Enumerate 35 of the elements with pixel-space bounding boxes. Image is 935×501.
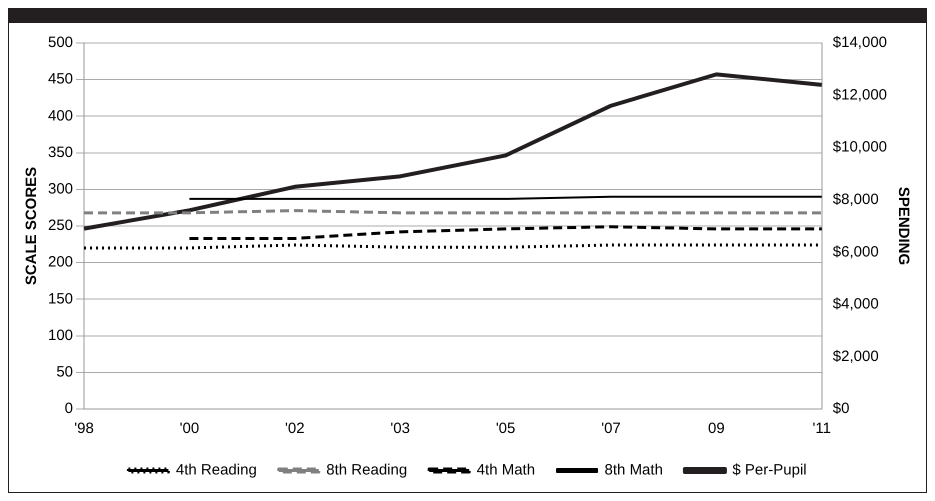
x-tick-label: '11 <box>812 420 831 438</box>
legend-label: $ Per-Pupil <box>732 462 807 479</box>
y-tick-label: 150 <box>48 290 74 308</box>
legend-label: 8th Reading <box>326 462 408 479</box>
y-tick-label: 500 <box>48 34 74 52</box>
x-tick-label: '98 <box>74 420 94 438</box>
x-tick-label: 09 <box>708 420 725 438</box>
y2-axis-title: SPENDING <box>894 186 912 266</box>
legend-label: 4th Math <box>476 462 536 479</box>
y-tick-label: 400 <box>48 107 74 124</box>
line-series <box>188 225 824 240</box>
y-tick-label: 300 <box>48 180 74 198</box>
legend-label: 4th Reading <box>176 462 257 479</box>
y-tick-label: 100 <box>48 326 74 344</box>
y-tick-label: 450 <box>48 70 74 88</box>
legend-label: 8th Math <box>604 462 663 479</box>
y2-tick-label: $6,000 <box>832 243 879 260</box>
y-tick-label: 200 <box>48 254 74 271</box>
y2-tick-label: $10,000 <box>832 138 888 156</box>
y2-tick-label: $14,000 <box>832 34 888 52</box>
y-axis-title: SCALE SCORES <box>23 166 40 286</box>
y2-tick-label: $0 <box>832 400 850 418</box>
x-tick-label: '07 <box>601 420 621 438</box>
y-tick-label: 50 <box>56 364 74 381</box>
x-tick-label: '05 <box>496 420 516 438</box>
y-tick-label: 250 <box>48 217 74 234</box>
x-tick-label: '03 <box>390 420 410 438</box>
y2-tick-label: $8,000 <box>832 191 879 208</box>
y-tick-label: 0 <box>64 400 74 418</box>
y2-tick-label: $2,000 <box>832 348 879 365</box>
y-tick-label: 350 <box>48 144 74 161</box>
x-tick-label: '00 <box>180 420 200 438</box>
y2-tick-label: $4,000 <box>832 296 879 313</box>
x-tick-label: '02 <box>285 420 305 438</box>
y2-tick-label: $12,000 <box>832 86 888 104</box>
